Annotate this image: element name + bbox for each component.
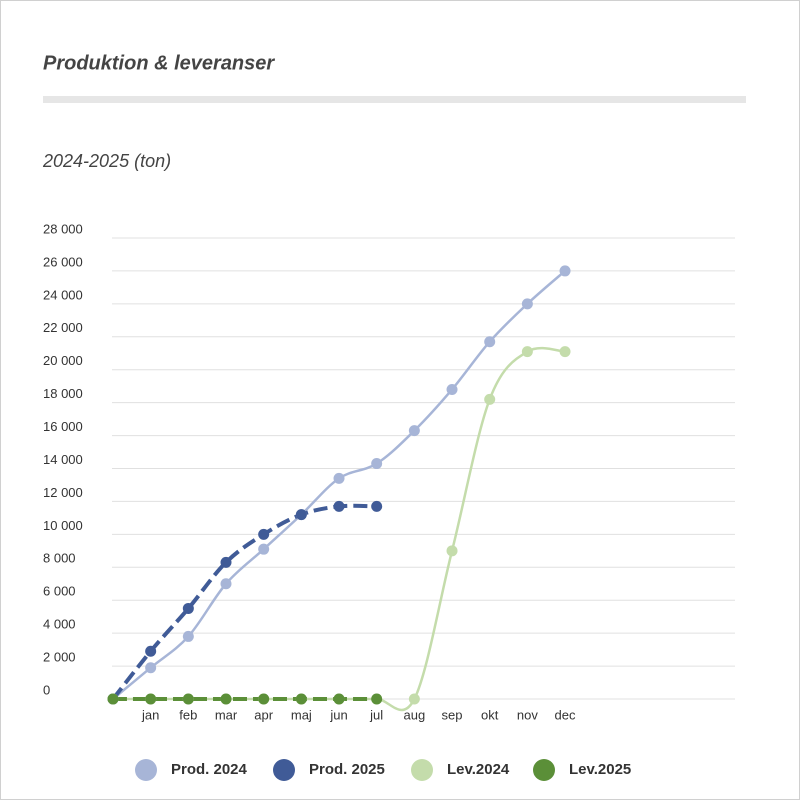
- y-tick-label: 20 000: [43, 353, 83, 368]
- x-tick-label: jan: [141, 707, 159, 722]
- data-point: [521, 298, 533, 310]
- data-point: [371, 458, 383, 470]
- x-tick-label: feb: [179, 707, 197, 722]
- data-point: [145, 693, 157, 705]
- data-point: [559, 265, 571, 277]
- y-tick-label: 16 000: [43, 419, 83, 434]
- data-point: [446, 545, 458, 557]
- y-tick-label: 6 000: [43, 584, 76, 599]
- y-tick-label: 10 000: [43, 518, 83, 533]
- x-tick-label: sep: [442, 707, 463, 722]
- x-tick-label: mar: [215, 707, 238, 722]
- data-point: [295, 509, 307, 521]
- data-point: [333, 500, 345, 512]
- chart-title: Produktion & leveranser: [43, 52, 275, 74]
- data-point: [484, 336, 496, 348]
- data-point: [258, 528, 270, 540]
- legend-label: Prod. 2025: [309, 761, 385, 778]
- data-point: [408, 425, 420, 437]
- y-tick-label: 28 000: [43, 221, 83, 236]
- data-point: [182, 602, 194, 614]
- data-point: [220, 556, 232, 568]
- x-tick-label: jul: [369, 707, 383, 722]
- data-point: [220, 693, 232, 705]
- legend-swatch: [533, 759, 555, 781]
- y-tick-label: 18 000: [43, 386, 83, 401]
- data-point: [484, 393, 496, 405]
- y-tick-label: 2 000: [43, 650, 76, 665]
- data-point: [408, 693, 420, 705]
- data-point: [521, 346, 533, 358]
- series-line: [112, 269, 566, 700]
- data-point: [258, 543, 270, 555]
- legend-label: Lev.2025: [569, 761, 631, 778]
- data-point: [446, 383, 458, 395]
- data-point: [371, 693, 383, 705]
- x-tick-label: nov: [517, 707, 538, 722]
- y-tick-label: 24 000: [43, 287, 83, 302]
- y-tick-label: 4 000: [43, 617, 76, 632]
- legend-label: Prod. 2024: [171, 761, 248, 778]
- data-point: [220, 578, 232, 590]
- y-tick-label: 22 000: [43, 320, 83, 335]
- data-point: [182, 693, 194, 705]
- data-point: [107, 693, 119, 705]
- data-point: [182, 630, 194, 642]
- x-tick-label: dec: [555, 707, 576, 722]
- y-tick-label: 8 000: [43, 551, 76, 566]
- data-point: [559, 346, 571, 358]
- y-tick-label: 12 000: [43, 485, 83, 500]
- x-tick-label: aug: [404, 707, 426, 722]
- data-point: [295, 693, 307, 705]
- x-tick-label: apr: [254, 707, 273, 722]
- y-tick-label: 0: [43, 682, 50, 697]
- x-tick-label: jun: [329, 707, 347, 722]
- legend-swatch: [135, 759, 157, 781]
- data-point: [145, 662, 157, 674]
- data-point: [258, 693, 270, 705]
- legend-swatch: [273, 759, 295, 781]
- data-point: [333, 472, 345, 484]
- x-tick-label: okt: [481, 707, 499, 722]
- data-point: [333, 693, 345, 705]
- title-rule: [43, 96, 746, 103]
- y-tick-label: 26 000: [43, 254, 83, 269]
- data-point: [371, 500, 383, 512]
- y-tick-label: 14 000: [43, 452, 83, 467]
- legend-swatch: [411, 759, 433, 781]
- chart-subtitle: 2024-2025 (ton): [42, 151, 171, 171]
- legend-label: Lev.2024: [447, 761, 510, 778]
- data-point: [145, 645, 157, 657]
- x-tick-label: maj: [291, 707, 312, 722]
